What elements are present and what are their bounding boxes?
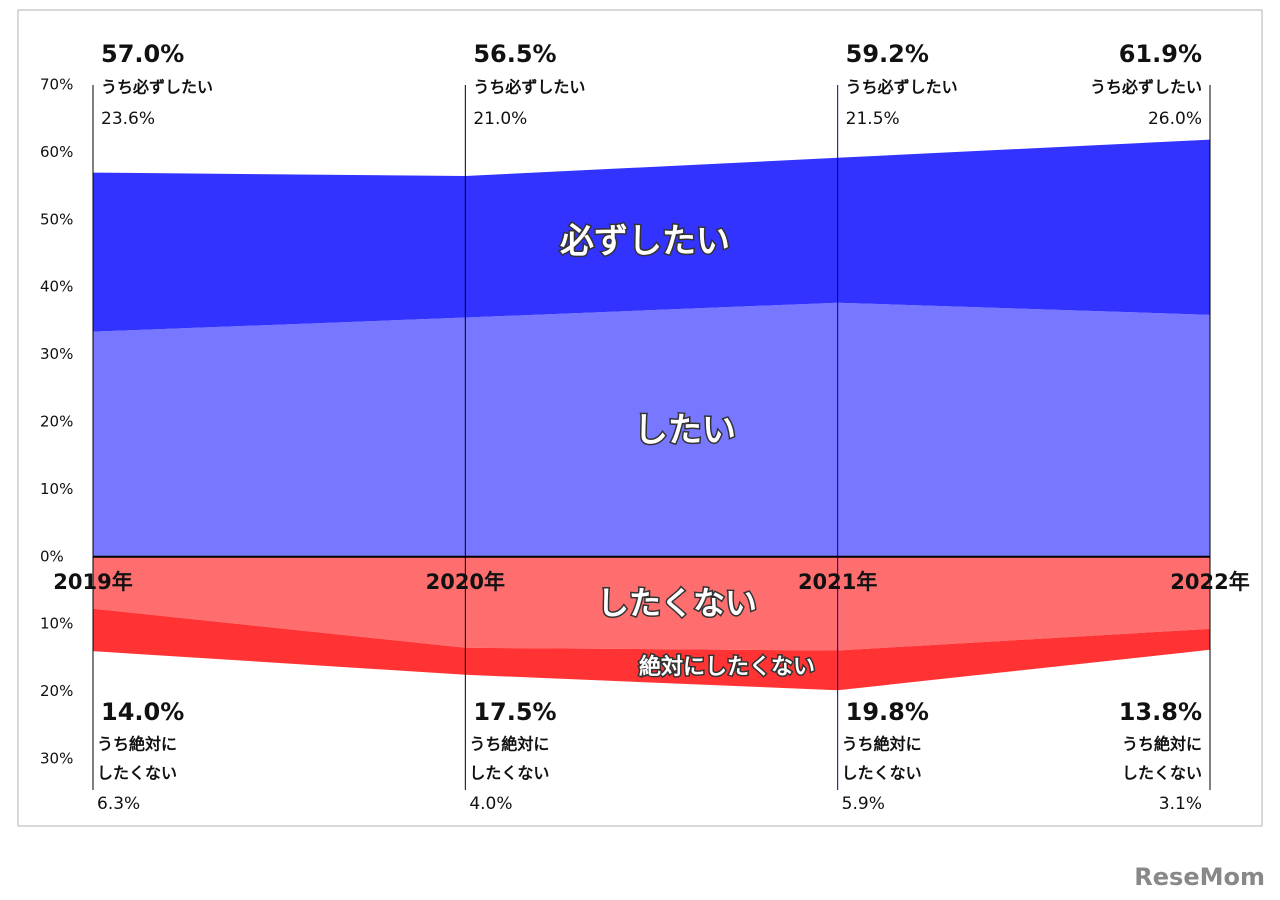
total-label: 56.5% (473, 40, 556, 68)
y-tick-label: 20% (40, 682, 73, 700)
sub-label: うち必ずしたい (846, 78, 958, 97)
series-label: 必ずしたい (560, 222, 730, 262)
series-label: したくない (597, 584, 757, 622)
total-label: 13.8% (1119, 698, 1202, 726)
x-tick-label: 2020年 (426, 570, 505, 594)
y-tick-label: 40% (40, 278, 73, 296)
watermark: ReseMom (1134, 863, 1265, 891)
sub-label: うち絶対に (469, 735, 549, 754)
value-label: 6.3% (97, 794, 140, 814)
y-tick-label: 50% (40, 210, 73, 228)
area (93, 139, 1210, 332)
value-label: 23.6% (101, 109, 155, 129)
total-label: 61.9% (1119, 40, 1202, 68)
value-label: 5.9% (842, 794, 885, 814)
y-tick-label: 10% (40, 480, 73, 498)
value-label: 21.0% (473, 109, 527, 129)
y-tick-label: 20% (40, 413, 73, 431)
total-label: 59.2% (846, 40, 929, 68)
value-label: 26.0% (1148, 109, 1202, 129)
value-label: 21.5% (846, 109, 900, 129)
sub-label: うち絶対に (842, 735, 922, 754)
y-tick-label: 30% (40, 750, 73, 768)
sub-label: したくない (97, 764, 177, 783)
y-tick-label: 10% (40, 615, 73, 633)
sub-label: うち絶対に (1122, 735, 1202, 754)
y-tick-label: 0% (40, 547, 64, 565)
total-label: 57.0% (101, 40, 184, 68)
value-label: 3.1% (1159, 794, 1202, 814)
x-tick-label: 2022年 (1170, 570, 1249, 594)
sub-label: したくない (469, 764, 549, 783)
x-tick-label: 2019年 (53, 570, 132, 594)
series-label: 絶対にしたくない (639, 654, 815, 680)
area (93, 608, 1210, 691)
sub-label: うち必ずしたい (473, 78, 585, 97)
y-tick-label: 30% (40, 345, 73, 363)
sub-label: うち必ずしたい (1090, 78, 1202, 97)
area (93, 302, 1210, 557)
y-tick-label: 60% (40, 143, 73, 161)
y-tick-label: 70% (40, 76, 73, 94)
area (93, 556, 1210, 651)
sub-label: うち絶対に (97, 735, 177, 754)
sub-label: したくない (842, 764, 922, 783)
total-label: 19.8% (846, 698, 929, 726)
total-label: 14.0% (101, 698, 184, 726)
series-label: したい (634, 411, 736, 451)
total-label: 17.5% (473, 698, 556, 726)
value-label: 4.0% (469, 794, 512, 814)
x-tick-label: 2021年 (798, 570, 877, 594)
sub-label: したくない (1122, 764, 1202, 783)
sub-label: うち必ずしたい (101, 78, 213, 97)
